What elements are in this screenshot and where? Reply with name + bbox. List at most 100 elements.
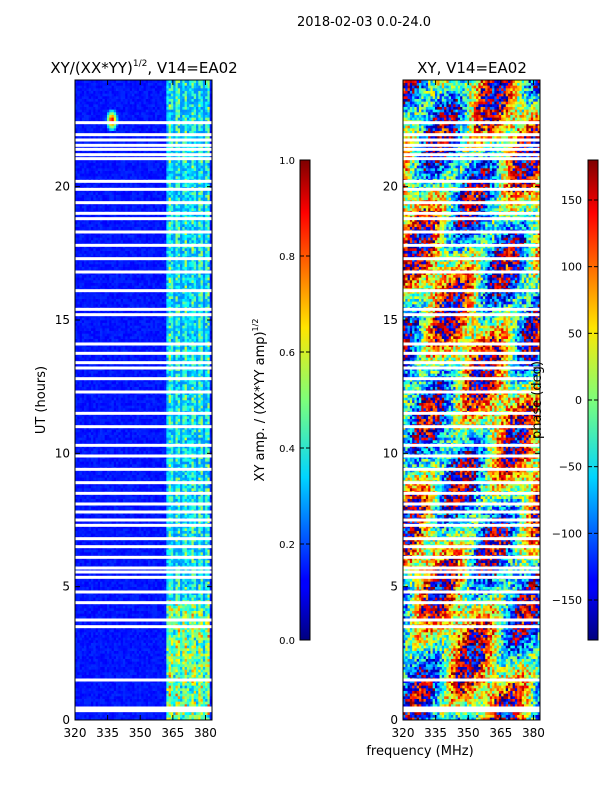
heat-cell (184, 688, 188, 691)
heat-cell (200, 616, 204, 619)
heat-cell (75, 701, 78, 705)
heat-cell (191, 506, 195, 510)
heat-cell (175, 666, 179, 670)
heat-cell (90, 682, 94, 686)
heat-cell (122, 616, 126, 619)
heat-cell (186, 640, 190, 643)
heat-cell (196, 584, 199, 587)
heat-cell (90, 533, 94, 537)
heat-cell (168, 573, 172, 577)
heat-cell (81, 549, 85, 553)
heat-cell (189, 693, 192, 697)
heat-cell (77, 672, 80, 675)
heat-cell (120, 562, 124, 566)
heat-cell (143, 664, 147, 667)
heat-cell (164, 664, 167, 667)
heat-cell (175, 717, 179, 720)
heat-cell (166, 549, 169, 553)
heat-cell (100, 616, 103, 619)
heat-cell (166, 560, 169, 563)
heat-cell (184, 528, 188, 531)
heat-cell (125, 693, 128, 697)
heat-cell (184, 584, 188, 587)
heat-cell (145, 616, 149, 619)
heat-cell (122, 506, 126, 510)
heat-cell (97, 506, 101, 510)
heat-cell (193, 645, 197, 649)
heat-cell (88, 690, 92, 694)
heat-cell (102, 696, 105, 699)
heat-cell (104, 672, 108, 675)
heat-cell (150, 613, 153, 617)
heat-cell (207, 658, 211, 662)
heat-cell (79, 616, 83, 619)
heat-cell (180, 701, 183, 705)
heat-cell (129, 717, 133, 720)
heat-cell (148, 701, 151, 705)
heat-cell (95, 632, 99, 635)
heat-cell (198, 573, 201, 577)
heat-cell (205, 642, 208, 646)
heat-cell (207, 541, 211, 545)
heat-cell (109, 597, 112, 601)
heat-cell (104, 528, 108, 531)
heat-cell (120, 645, 124, 649)
heat-cell (136, 661, 140, 665)
heat-cell (207, 688, 211, 691)
heat-cell (157, 533, 160, 537)
heat-cell (138, 682, 142, 686)
heat-cell (127, 514, 131, 518)
heat-cell (145, 714, 149, 718)
heat-cell (81, 506, 85, 510)
heat-cell (159, 629, 163, 633)
heat-cell (154, 698, 158, 702)
heat-cell (161, 696, 165, 699)
heat-cell (120, 714, 124, 718)
heat-cell (138, 549, 142, 553)
heat-cell (196, 712, 199, 715)
heat-cell (168, 645, 172, 649)
heat-cell (186, 688, 190, 691)
heat-cell (143, 498, 147, 502)
heat-cell (93, 586, 96, 590)
heat-cell (205, 685, 208, 689)
heat-cell (180, 533, 183, 537)
heat-cell (161, 653, 165, 657)
heat-cell (157, 688, 160, 691)
heat-cell (143, 650, 147, 654)
heat-cell (143, 613, 147, 617)
heat-cell (193, 597, 197, 601)
heat-cell (100, 637, 103, 641)
heat-cell (84, 514, 87, 518)
heat-cell (104, 562, 108, 566)
heat-cell (166, 533, 169, 537)
heat-cell (122, 528, 126, 531)
heat-cell (84, 669, 87, 673)
heat-cell (77, 597, 80, 601)
heat-cell (77, 656, 80, 659)
heat-cell (186, 645, 190, 649)
heat-cell (170, 608, 174, 611)
heat-cell (132, 586, 135, 590)
heat-cell (196, 640, 199, 643)
heat-cell (95, 549, 99, 553)
heat-cell (75, 610, 78, 614)
heat-cell (161, 610, 165, 614)
heat-cell (79, 690, 83, 694)
heat-cell (88, 693, 92, 697)
heat-cell (205, 549, 208, 553)
heat-cell (129, 666, 133, 670)
heat-cell (200, 714, 204, 718)
heat-cell (116, 656, 119, 659)
heat-cell (177, 648, 181, 651)
heat-cell (122, 533, 126, 537)
heat-cell (86, 674, 89, 678)
heat-cell (75, 498, 78, 502)
heat-cell (97, 642, 101, 646)
heat-cell (148, 629, 151, 633)
heat-cell (90, 632, 94, 635)
heat-cell (145, 530, 149, 534)
heat-cell (100, 496, 103, 499)
heat-cell (79, 642, 83, 646)
heat-cell (200, 573, 204, 577)
